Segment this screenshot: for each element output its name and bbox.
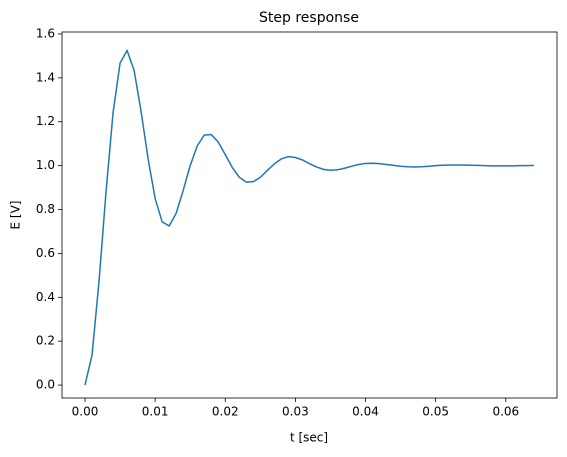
x-tick-label: 0.04 <box>352 405 379 419</box>
y-tick-label: 1.4 <box>36 70 55 84</box>
chart-title: Step response <box>259 10 359 26</box>
y-tick-label: 0.6 <box>36 246 55 260</box>
x-tick-label: 0.02 <box>212 405 239 419</box>
y-tick-label: 1.6 <box>36 26 55 40</box>
x-tick-label: 0.06 <box>492 405 519 419</box>
y-tick-label: 0.2 <box>36 334 55 348</box>
x-tick-label: 0.00 <box>72 405 99 419</box>
x-tick-label: 0.05 <box>422 405 449 419</box>
y-tick-label: 1.2 <box>36 114 55 128</box>
x-axis-label: t [sec] <box>290 431 328 445</box>
line-series <box>84 49 534 386</box>
x-tick-label: 0.01 <box>142 405 169 419</box>
y-axis-label: E [V] <box>9 201 23 230</box>
plot-frame <box>61 31 558 399</box>
y-tick-label: 0.4 <box>36 290 55 304</box>
x-tick-label: 0.03 <box>282 405 309 419</box>
y-tick-label: 1.0 <box>36 158 55 172</box>
y-tick-label: 0.0 <box>36 378 55 392</box>
y-tick-label: 0.8 <box>36 202 55 216</box>
